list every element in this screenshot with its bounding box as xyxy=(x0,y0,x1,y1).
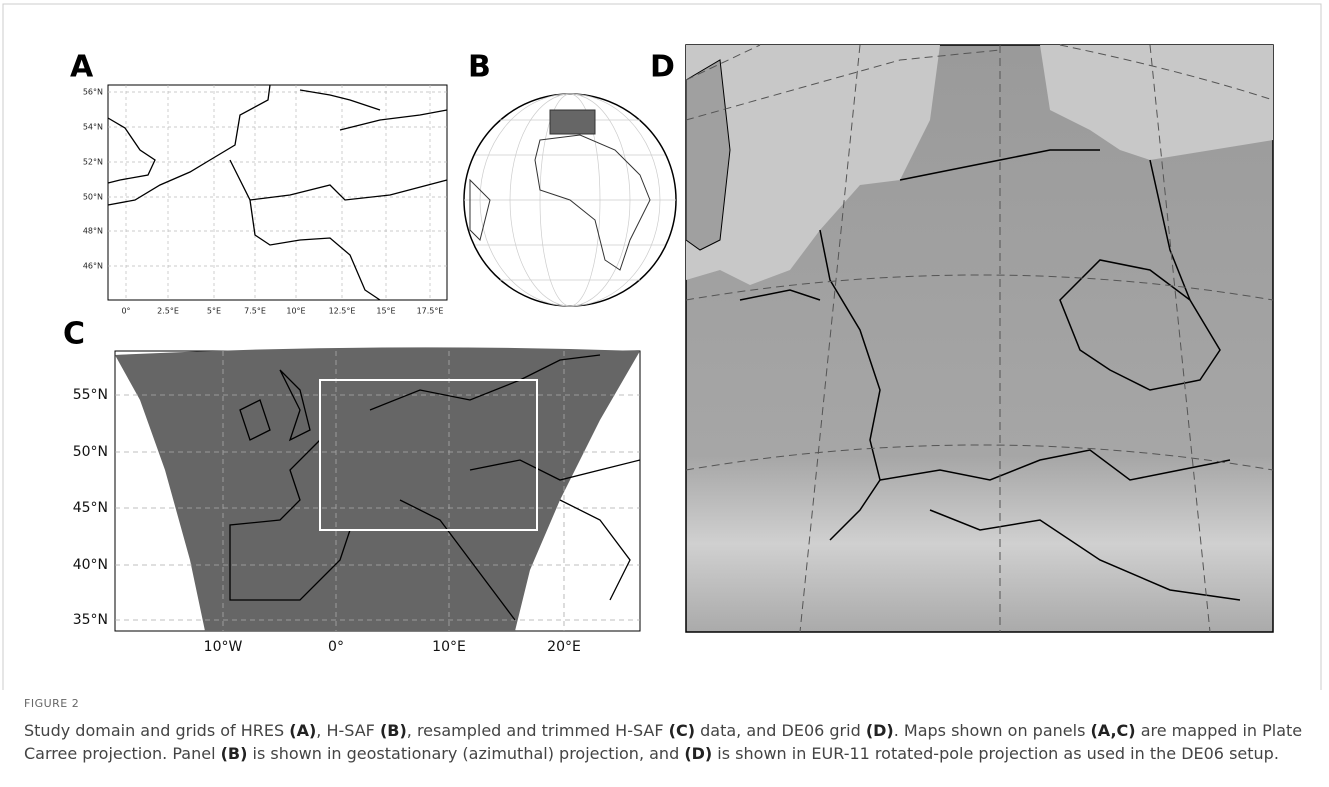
caption-ref: (B) xyxy=(221,744,248,763)
caption: Study domain and grids of HRES (A), H-SA… xyxy=(24,719,1309,765)
panel-d-map xyxy=(686,45,1273,632)
x-tick-label: 10°E xyxy=(286,307,305,316)
y-tick-label: 45°N xyxy=(73,500,108,516)
panel-label: B xyxy=(468,50,491,85)
caption-ref: (D) xyxy=(866,721,894,740)
caption-ref: (B) xyxy=(380,721,407,740)
caption-text: , H-SAF xyxy=(316,721,380,740)
y-tick-label: 48°N xyxy=(83,227,103,236)
caption-text: , resampled and trimmed H-SAF xyxy=(407,721,669,740)
x-tick-label: 10°W xyxy=(204,639,243,655)
caption-text: is shown in geostationary (azimuthal) pr… xyxy=(247,744,684,763)
y-tick-label: 52°N xyxy=(83,158,103,167)
panel-b-globe xyxy=(464,94,676,306)
panel-label: C xyxy=(63,317,85,352)
y-tick-label: 46°N xyxy=(83,262,103,271)
y-tick-label: 50°N xyxy=(83,193,103,202)
x-tick-label: 7.5°E xyxy=(244,307,266,316)
y-tick-label: 35°N xyxy=(73,612,108,628)
caption-heading: FIGURE 2 xyxy=(24,697,79,710)
x-tick-label: 5°E xyxy=(207,307,221,316)
panel-a-map xyxy=(108,85,447,300)
x-tick-label: 0° xyxy=(121,307,130,316)
panel-label: A xyxy=(70,50,94,85)
x-tick-label: 20°E xyxy=(547,639,581,655)
caption-ref: (C) xyxy=(669,721,695,740)
y-tick-label: 56°N xyxy=(83,88,103,97)
y-tick-label: 50°N xyxy=(73,444,108,460)
x-tick-label: 12.5°E xyxy=(329,307,356,316)
caption-text: Study domain and grids of HRES xyxy=(24,721,289,740)
y-tick-label: 40°N xyxy=(73,557,108,573)
x-tick-label: 0° xyxy=(328,639,344,655)
panel-label: D xyxy=(650,50,675,85)
caption-ref: (A,C) xyxy=(1090,721,1135,740)
x-tick-label: 15°E xyxy=(376,307,395,316)
panel-c-map xyxy=(115,347,640,631)
x-tick-label: 10°E xyxy=(432,639,466,655)
x-tick-label: 2.5°E xyxy=(157,307,179,316)
caption-text: data, and DE06 grid xyxy=(695,721,866,740)
y-tick-label: 55°N xyxy=(73,387,108,403)
y-tick-label: 54°N xyxy=(83,123,103,132)
caption-text: . Maps shown on panels xyxy=(894,721,1091,740)
figure: A B C D 56°N 54°N 52°N 50°N 48°N 46°N 0° 2.5°E 5°E 7.… xyxy=(0,0,1329,787)
x-tick-label: 17.5°E xyxy=(417,307,444,316)
caption-ref: (D) xyxy=(684,744,712,763)
figure-panels: A B C D 56°N 54°N 52°N 50°N 48°N 46°N 0° 2.5°E 5°E 7.… xyxy=(0,0,1329,690)
caption-text: is shown in EUR-11 rotated-pole projecti… xyxy=(712,744,1279,763)
caption-ref: (A) xyxy=(289,721,316,740)
